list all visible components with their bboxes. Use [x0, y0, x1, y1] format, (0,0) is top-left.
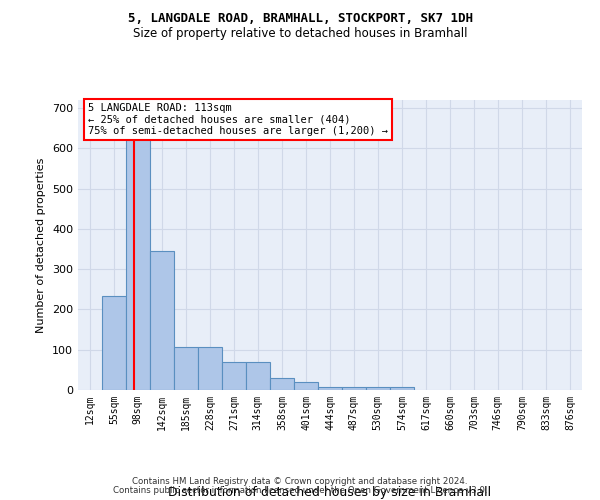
Bar	[174, 346, 198, 390]
Text: 5 LANGDALE ROAD: 113sqm
← 25% of detached houses are smaller (404)
75% of semi-d: 5 LANGDALE ROAD: 113sqm ← 25% of detache…	[88, 103, 388, 136]
Bar	[294, 382, 318, 390]
Text: Contains HM Land Registry data © Crown copyright and database right 2024.: Contains HM Land Registry data © Crown c…	[132, 477, 468, 486]
Text: Size of property relative to detached houses in Bramhall: Size of property relative to detached ho…	[133, 28, 467, 40]
Y-axis label: Number of detached properties: Number of detached properties	[37, 158, 46, 332]
Text: Contains public sector information licensed under the Open Government Licence v3: Contains public sector information licen…	[113, 486, 487, 495]
Text: 5, LANGDALE ROAD, BRAMHALL, STOCKPORT, SK7 1DH: 5, LANGDALE ROAD, BRAMHALL, STOCKPORT, S…	[128, 12, 473, 26]
Bar	[102, 296, 126, 390]
Bar	[390, 387, 414, 390]
Bar	[270, 378, 294, 390]
Bar	[222, 362, 246, 390]
Bar	[198, 346, 222, 390]
Bar	[342, 387, 366, 390]
Bar	[126, 124, 149, 390]
Bar	[246, 362, 270, 390]
Bar	[318, 387, 342, 390]
Bar	[366, 387, 390, 390]
Bar	[150, 251, 174, 390]
X-axis label: Distribution of detached houses by size in Bramhall: Distribution of detached houses by size …	[169, 486, 491, 498]
